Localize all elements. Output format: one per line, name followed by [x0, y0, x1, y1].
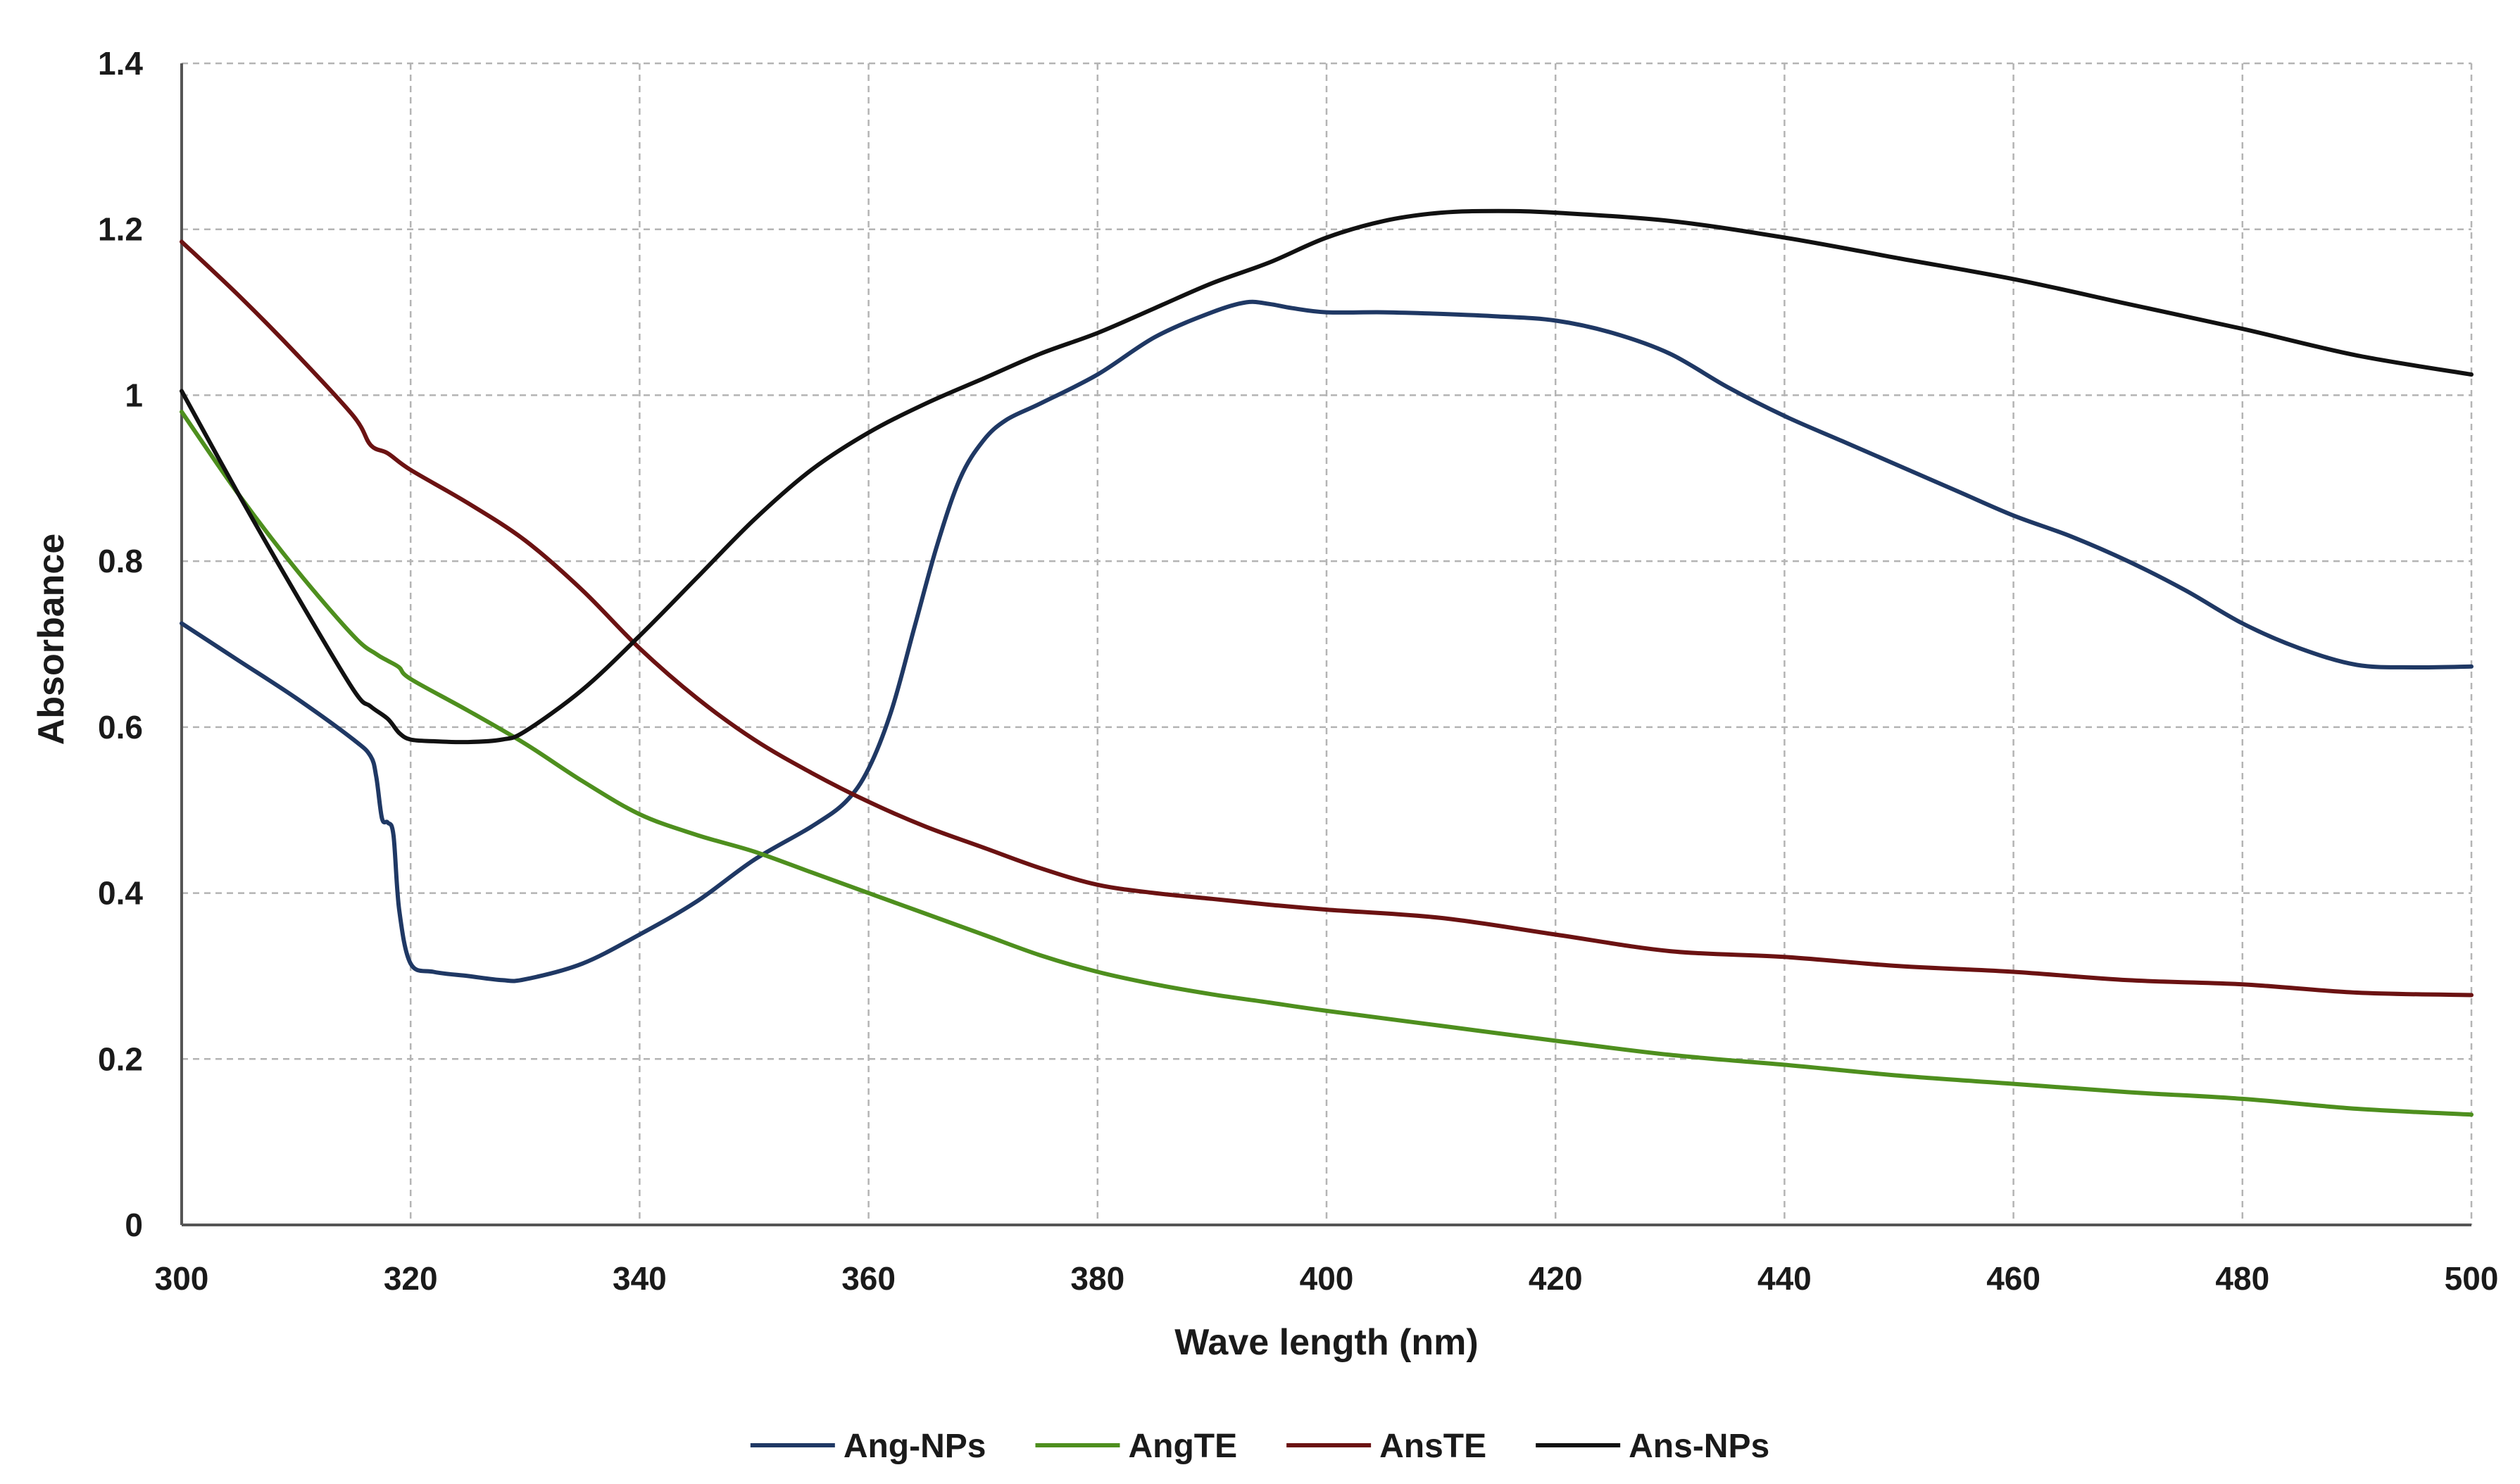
x-tick-label-480: 480 — [2215, 1260, 2269, 1297]
x-tick-label-340: 340 — [613, 1260, 667, 1297]
legend-label-anste: AnsTE — [1379, 1428, 1486, 1465]
legend-label-ans-nps: Ans-NPs — [1629, 1428, 1769, 1465]
legend-label-ang-nps: Ang-NPs — [844, 1428, 986, 1465]
series-line-anste — [180, 239, 2474, 998]
x-tick-label-360: 360 — [841, 1260, 896, 1297]
y-tick-label-1.2: 1.2 — [98, 211, 143, 248]
legend-label-angte: AngTE — [1128, 1428, 1237, 1465]
y-axis-title: Absorbance — [31, 534, 72, 746]
x-tick-label-380: 380 — [1070, 1260, 1124, 1297]
y-tick-label-0.4: 0.4 — [98, 875, 143, 912]
series-line-ang-nps — [180, 299, 2474, 983]
y-tick-label-0.2: 0.2 — [98, 1040, 143, 1077]
y-tick-label-1: 1 — [125, 377, 143, 413]
x-tick-label-460: 460 — [1986, 1260, 2041, 1297]
legend: Ang-NPs AngTE AnsTE Ans-NPs — [750, 1428, 1769, 1465]
x-tick-label-300: 300 — [155, 1260, 209, 1297]
series-line-ans-nps — [180, 208, 2474, 745]
tick-labels: 300 320 340 360 380 400 420 440 460 480 500 0 0.2 0.4… — [98, 45, 2498, 1297]
y-tick-label-1.4: 1.4 — [98, 45, 143, 82]
x-tick-label-420: 420 — [1529, 1260, 1583, 1297]
grid — [182, 62, 2473, 1225]
x-tick-label-500: 500 — [2445, 1260, 2499, 1297]
y-tick-label-0.8: 0.8 — [98, 543, 143, 579]
y-tick-label-0: 0 — [125, 1207, 143, 1243]
series-lines — [180, 208, 2474, 1117]
y-tick-label-0.6: 0.6 — [98, 709, 143, 746]
axes — [180, 63, 2471, 1226]
x-tick-label-400: 400 — [1300, 1260, 1354, 1297]
x-axis-title: Wave length (nm) — [1174, 1322, 1478, 1363]
x-tick-label-440: 440 — [1757, 1260, 1812, 1297]
x-tick-label-320: 320 — [384, 1260, 438, 1297]
series-line-angte — [180, 410, 2474, 1117]
